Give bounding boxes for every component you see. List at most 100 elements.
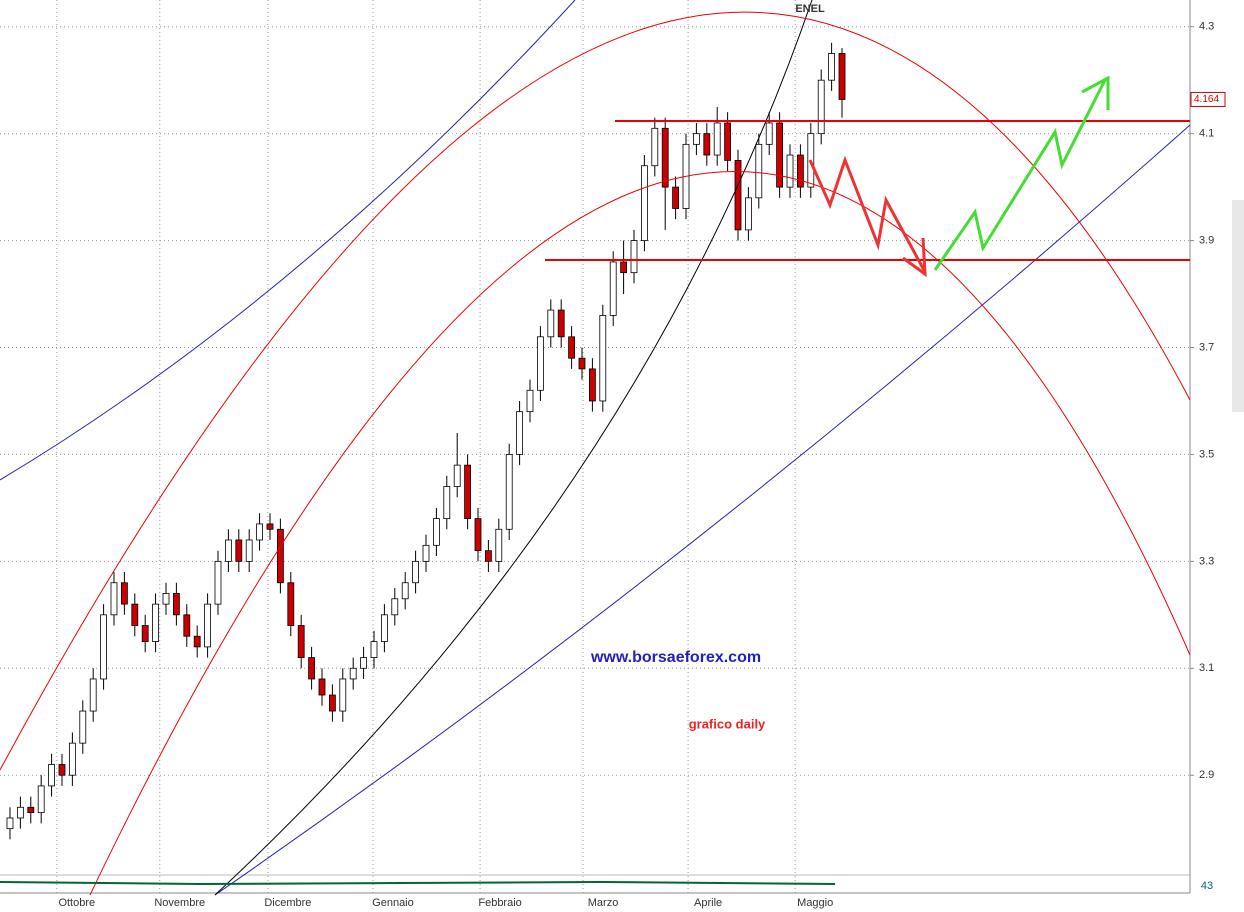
candle-body	[578, 357, 586, 370]
trend-curve	[0, 0, 576, 481]
x-tick-label: Febbraio	[478, 897, 521, 909]
candle-body	[318, 678, 326, 696]
candle-body	[214, 560, 222, 605]
annotation: grafico daily	[689, 716, 766, 731]
candle-body	[193, 635, 201, 648]
candle-body	[380, 614, 388, 642]
y-tick-label: 3.9	[1199, 234, 1214, 246]
candle-body	[755, 143, 763, 199]
candle-body	[235, 539, 243, 562]
candle-body	[557, 309, 565, 338]
candle-body	[422, 544, 430, 562]
y-tick-label: 4.1	[1199, 128, 1214, 140]
candle-body	[599, 315, 607, 402]
candle-body	[484, 550, 492, 562]
candle-body	[443, 486, 451, 519]
candle-body	[58, 764, 66, 776]
candle-body	[401, 582, 409, 600]
candle-body	[588, 368, 596, 402]
x-tick-label: Gennaio	[372, 897, 414, 909]
y-tick-label: 3.1	[1199, 662, 1214, 674]
candle-body	[765, 122, 773, 145]
candle-body	[568, 336, 575, 359]
side-panel	[1232, 200, 1244, 412]
candle-body	[245, 539, 253, 562]
candle-body	[100, 614, 107, 680]
candle-body	[339, 678, 347, 712]
candle-body	[724, 122, 732, 161]
up-arrow	[933, 79, 1107, 271]
candle-body	[536, 336, 544, 391]
candle-body	[609, 261, 617, 316]
indicator-line	[0, 880, 836, 886]
x-tick-label: Aprile	[694, 897, 722, 909]
watermark: www.borsaeforex.com	[590, 649, 761, 666]
candle-body	[464, 464, 471, 519]
last-value-box	[1190, 91, 1226, 107]
candle-body	[505, 454, 513, 530]
candle-body	[297, 625, 305, 658]
candle-body	[308, 657, 315, 680]
candle-body	[68, 742, 76, 776]
candle-body	[162, 593, 170, 605]
candle-body	[432, 518, 440, 546]
candle-body	[204, 603, 211, 648]
candle-body	[79, 710, 87, 744]
drawing-tools	[0, 0, 1191, 896]
x-tick-label: Ottobre	[58, 897, 95, 909]
candle-body	[328, 694, 336, 712]
y-tick-label: 2.9	[1199, 769, 1214, 781]
x-tick-label: Marzo	[588, 897, 619, 909]
candle-body	[89, 678, 97, 712]
candle-body	[734, 159, 742, 231]
arc	[89, 170, 1191, 896]
candle-body	[828, 53, 836, 81]
candle-body	[630, 240, 638, 274]
candle-body	[131, 603, 139, 626]
candle-body	[703, 133, 711, 156]
candle-body	[152, 603, 159, 642]
arrow-head	[1081, 75, 1110, 110]
candle-body	[495, 528, 503, 562]
candle-body	[838, 53, 846, 100]
y-tick-label: 4.3	[1199, 21, 1214, 33]
candle-body	[661, 127, 669, 188]
candle-body	[547, 309, 555, 338]
last-value-label: 4.164	[1194, 94, 1219, 105]
down-arrow	[808, 155, 927, 273]
y-tick-label: 3.7	[1199, 341, 1214, 353]
candle-body	[620, 261, 628, 274]
candle-body	[266, 523, 274, 530]
candle-body	[276, 528, 284, 584]
candle-body	[172, 593, 180, 616]
arrow-head	[902, 237, 927, 278]
indicator-label: 43	[1201, 880, 1213, 892]
candle-body	[360, 657, 367, 669]
candle-body	[713, 122, 721, 156]
chart-title: ENEL	[795, 3, 825, 15]
candle-body	[412, 560, 419, 584]
candle-body	[672, 186, 680, 209]
candle-body	[516, 411, 523, 455]
candle-body	[817, 79, 825, 135]
candle-body	[526, 389, 534, 413]
candle-body	[453, 464, 461, 487]
candle-body	[120, 582, 128, 605]
candle-body	[349, 667, 357, 680]
candle-body	[370, 641, 378, 658]
candle-body	[745, 197, 752, 231]
y-tick-label: 3.3	[1199, 555, 1214, 567]
candle-body	[474, 518, 482, 552]
candle-body	[641, 165, 648, 241]
candle-body	[27, 806, 35, 814]
candle-body	[141, 625, 149, 642]
candle-body	[183, 614, 191, 637]
candle-body	[110, 582, 118, 616]
candle-body	[224, 539, 232, 562]
candle-body	[6, 817, 14, 830]
x-tick-label: Novembre	[154, 897, 205, 909]
candle-body	[391, 598, 399, 616]
x-tick-label: Dicembre	[264, 897, 311, 909]
